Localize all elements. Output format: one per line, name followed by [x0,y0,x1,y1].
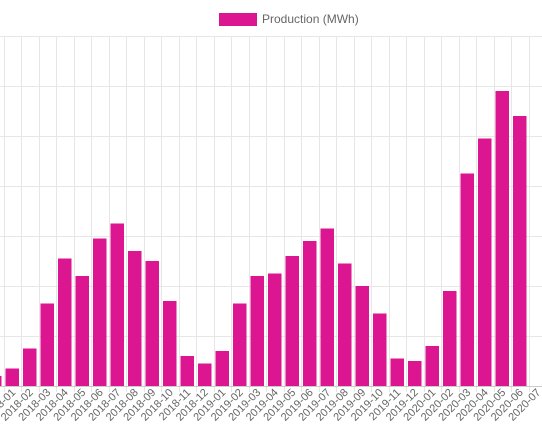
bar-2019-02[interactable] [233,303,247,387]
bar-2020-01[interactable] [425,346,440,386]
bar-2018-10[interactable] [163,301,177,386]
bar-2018-03[interactable] [40,303,55,387]
bar-2019-12[interactable] [408,361,422,386]
bar-2018-07[interactable] [110,223,125,387]
legend-label: Production (MWh) [262,12,359,26]
bar-2019-03[interactable] [250,276,265,386]
legend[interactable]: Production (MWh) [219,12,359,26]
bar-2018-12[interactable] [198,363,212,387]
bar-2018-04[interactable] [58,258,72,387]
bar-2018-01[interactable] [5,368,20,387]
bar-2019-09[interactable] [355,286,370,386]
bar-2018-05[interactable] [75,276,90,386]
bar-2019-11[interactable] [390,358,405,387]
bar-2020-02[interactable] [443,291,457,386]
bar-2018-09[interactable] [145,261,160,386]
bars [0,91,527,386]
legend-swatch [219,12,257,26]
bar-2019-10[interactable] [373,313,387,387]
bar-2019-01[interactable] [215,351,230,386]
bar-2020-03[interactable] [460,173,475,387]
grid [0,36,542,392]
bar-2019-07[interactable] [320,228,335,387]
bar-2019-04[interactable] [268,273,282,387]
bar-2017-12[interactable] [0,376,2,386]
bar-2018-06[interactable] [93,238,107,387]
bar-2018-02[interactable] [23,348,37,387]
bar-2020-06[interactable] [513,116,527,386]
bar-2020-05[interactable] [495,91,510,386]
bar-2018-11[interactable] [180,356,195,386]
bar-2019-06[interactable] [303,241,317,386]
bar-2020-04[interactable] [478,138,492,387]
x-axis-labels: 2017-122018-012018-022018-032018-042018-… [0,387,542,424]
bar-2019-05[interactable] [285,256,300,386]
bar-2019-08[interactable] [338,263,352,387]
bar-2018-08[interactable] [128,251,142,386]
